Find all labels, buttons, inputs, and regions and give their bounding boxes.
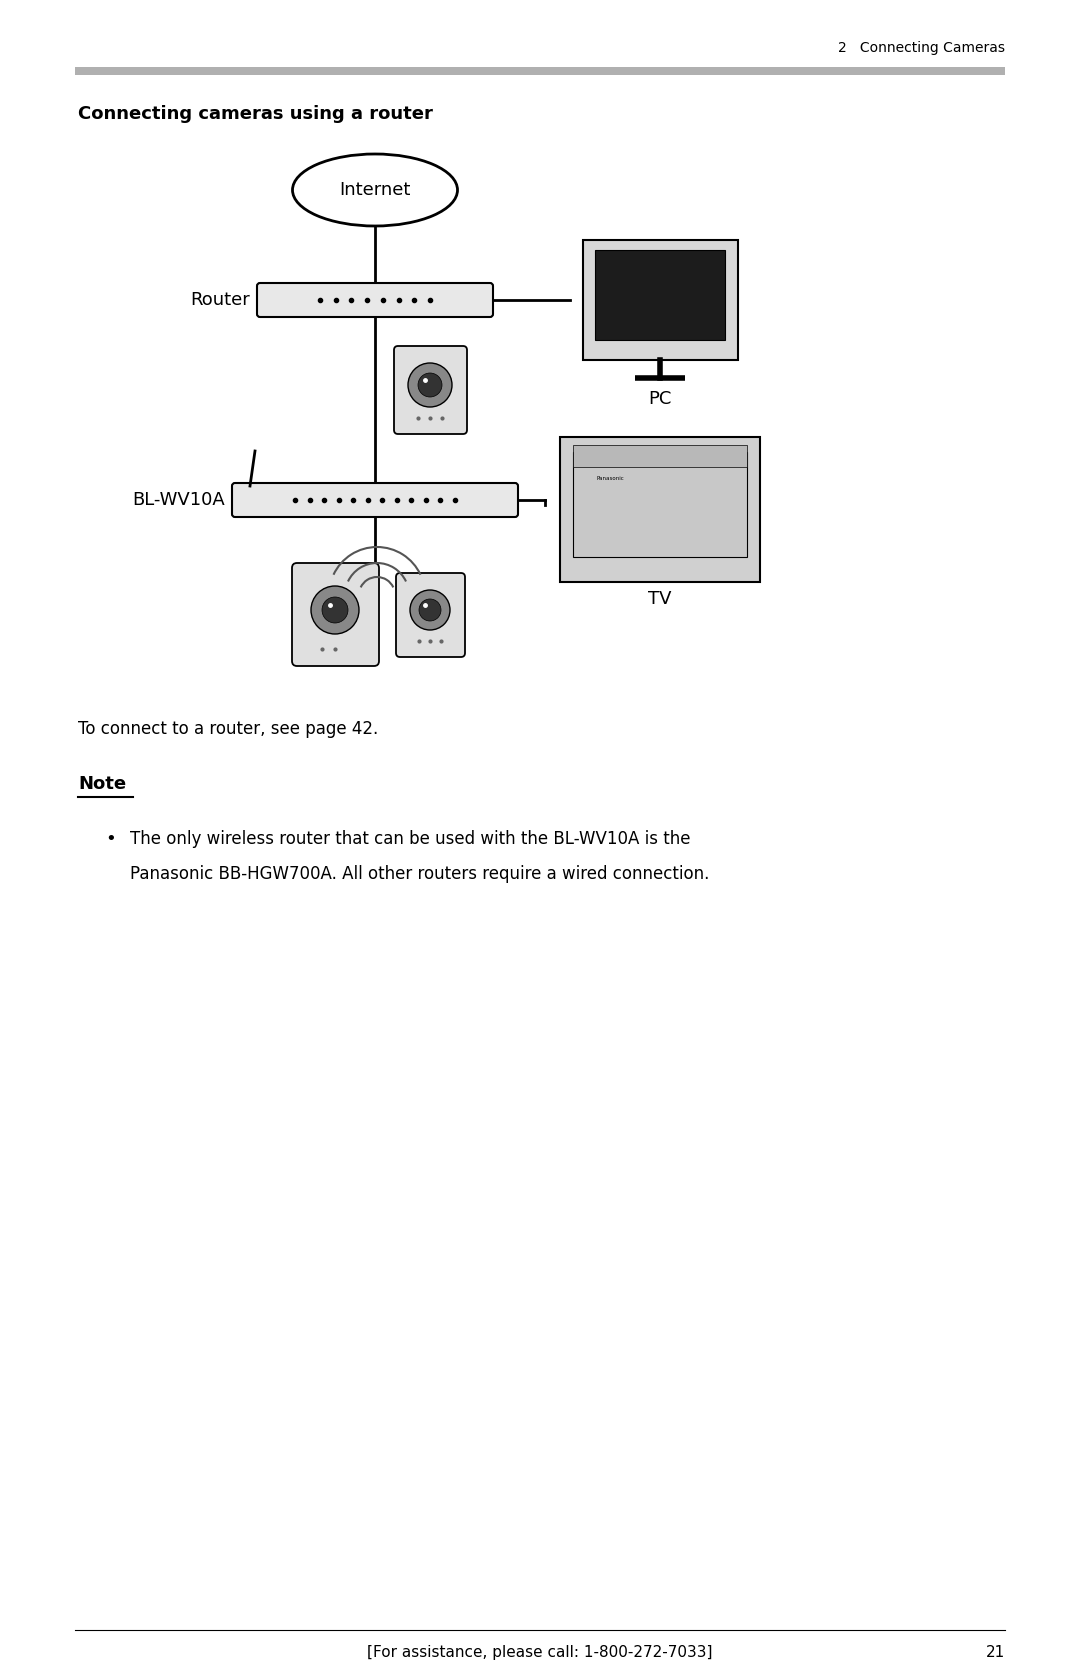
- FancyBboxPatch shape: [257, 284, 492, 317]
- Bar: [561, 437, 760, 582]
- FancyBboxPatch shape: [394, 345, 467, 434]
- FancyBboxPatch shape: [232, 482, 518, 517]
- Ellipse shape: [311, 586, 359, 634]
- FancyBboxPatch shape: [396, 572, 465, 658]
- Text: 2   Connecting Cameras: 2 Connecting Cameras: [838, 42, 1005, 55]
- Text: [For assistance, please call: 1-800-272-7033]: [For assistance, please call: 1-800-272-…: [367, 1646, 713, 1661]
- Ellipse shape: [410, 591, 450, 629]
- Ellipse shape: [418, 372, 442, 397]
- Text: Panasonic: Panasonic: [596, 476, 624, 481]
- Bar: [75, 67, 1005, 75]
- Bar: [583, 240, 738, 361]
- Text: Router: Router: [190, 290, 249, 309]
- Text: BL-WV10A: BL-WV10A: [132, 491, 225, 509]
- Ellipse shape: [408, 362, 453, 407]
- Ellipse shape: [419, 599, 441, 621]
- Bar: [573, 446, 747, 467]
- Text: 21: 21: [986, 1646, 1005, 1661]
- Text: Note: Note: [78, 774, 126, 793]
- Ellipse shape: [322, 598, 348, 623]
- Text: TV: TV: [648, 591, 672, 608]
- Bar: [595, 250, 725, 340]
- FancyBboxPatch shape: [292, 562, 379, 666]
- Text: The only wireless router that can be used with the BL-WV10A is the: The only wireless router that can be use…: [130, 829, 690, 848]
- Text: PC: PC: [648, 391, 672, 407]
- Text: Panasonic BB-HGW700A. All other routers require a wired connection.: Panasonic BB-HGW700A. All other routers …: [130, 865, 710, 883]
- Text: Internet: Internet: [339, 180, 410, 199]
- Text: •: •: [105, 829, 116, 848]
- Bar: [573, 452, 747, 557]
- Text: Connecting cameras using a router: Connecting cameras using a router: [78, 105, 433, 124]
- Text: To connect to a router, see page 42.: To connect to a router, see page 42.: [78, 719, 378, 738]
